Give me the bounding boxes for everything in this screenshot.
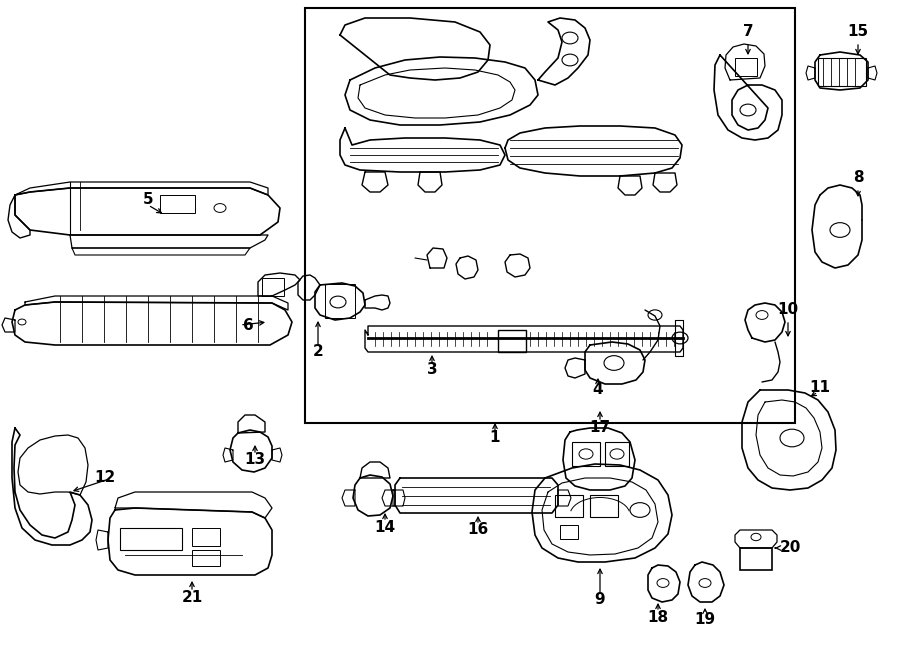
Text: 16: 16	[467, 522, 489, 537]
Text: 17: 17	[590, 420, 610, 436]
Bar	[735, 58, 757, 76]
Text: 10: 10	[778, 303, 798, 317]
Bar	[192, 550, 220, 566]
Text: 7: 7	[742, 24, 753, 40]
Text: 14: 14	[374, 520, 396, 535]
Text: 9: 9	[595, 592, 606, 607]
Text: 19: 19	[695, 613, 716, 627]
Text: 6: 6	[243, 317, 254, 332]
Bar	[818, 58, 866, 86]
Text: 2: 2	[312, 344, 323, 360]
Bar	[160, 195, 195, 213]
Text: 18: 18	[647, 611, 669, 625]
Text: 12: 12	[94, 471, 115, 485]
Text: 4: 4	[593, 383, 603, 397]
Bar	[555, 495, 583, 517]
Text: 3: 3	[427, 362, 437, 377]
Text: 20: 20	[779, 541, 801, 555]
Bar	[262, 278, 284, 296]
Bar	[740, 548, 772, 570]
Bar	[572, 442, 600, 466]
Bar	[120, 528, 182, 550]
Bar	[605, 442, 629, 466]
Bar	[325, 284, 355, 318]
Text: 21: 21	[182, 590, 202, 605]
Text: 11: 11	[809, 381, 831, 395]
Text: 5: 5	[143, 192, 153, 208]
Text: 1: 1	[490, 430, 500, 446]
Bar	[192, 528, 220, 546]
Text: 8: 8	[852, 171, 863, 186]
Bar	[560, 525, 578, 539]
Bar	[498, 330, 526, 352]
Bar	[590, 495, 618, 517]
Text: 15: 15	[848, 24, 868, 40]
Bar	[305, 8, 795, 423]
Text: 13: 13	[245, 453, 266, 467]
